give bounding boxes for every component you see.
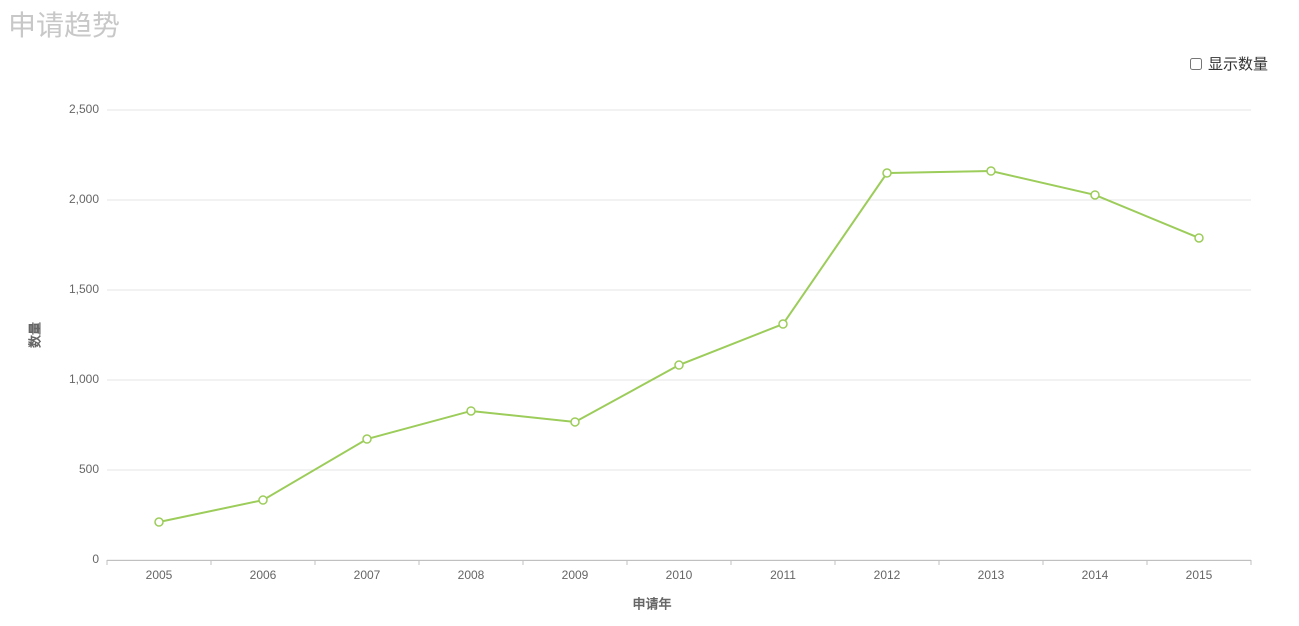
x-tick-label: 2007	[354, 568, 381, 582]
line	[158, 170, 1200, 523]
value-toggle[interactable]: 显示数量	[1190, 53, 1268, 74]
x-tick-label: 2013	[978, 568, 1005, 582]
y-tick-label: 2,500	[69, 102, 99, 116]
point	[1194, 233, 1204, 243]
point	[258, 495, 268, 505]
x-tick-label: 2005	[146, 568, 173, 582]
point	[1090, 190, 1100, 200]
point	[570, 417, 580, 427]
x-tick-label: 2014	[1082, 568, 1109, 582]
point	[154, 517, 164, 527]
y-tick-label: 0	[92, 552, 99, 566]
x-tick-label: 2015	[1186, 568, 1213, 582]
x-tick-label: 2011	[770, 568, 796, 582]
point	[466, 406, 476, 416]
y-tick-label: 500	[79, 462, 99, 476]
point	[778, 319, 788, 329]
point	[674, 360, 684, 370]
point	[986, 166, 996, 176]
y-tick-label: 1,500	[69, 282, 99, 296]
chart-title: 申请趋势	[8, 10, 121, 41]
x-tick-label: 2010	[666, 568, 693, 582]
toggle-label: 显示数量	[1208, 56, 1269, 73]
x-tick-label: 2012	[874, 568, 901, 582]
x-tick-label: 2009	[562, 568, 589, 582]
y-tick-label: 1,000	[69, 372, 99, 386]
x-axis-title: 申请年	[632, 596, 671, 611]
checkbox[interactable]	[1190, 57, 1202, 70]
point	[362, 434, 372, 444]
point	[882, 168, 892, 178]
y-tick-label: 2,000	[69, 192, 99, 206]
x-tick-label: 2008	[458, 568, 485, 582]
y-axis-title: 数量	[27, 322, 42, 348]
x-tick-label: 2006	[250, 568, 277, 582]
